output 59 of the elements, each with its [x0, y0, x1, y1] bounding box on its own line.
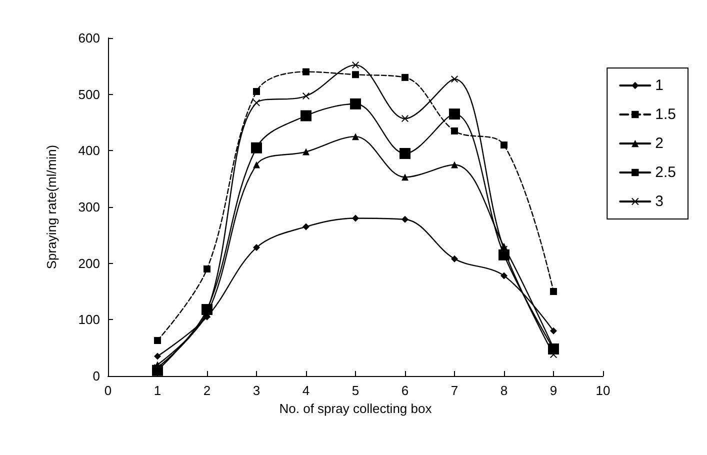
x-tick-label: 5 — [352, 383, 360, 398]
x-tick-label: 9 — [550, 383, 558, 398]
x-axis-title: No. of spray collecting box — [279, 401, 432, 416]
point — [402, 115, 408, 122]
legend-label: 2 — [655, 135, 664, 152]
x-tick-label: 0 — [104, 383, 112, 398]
point — [302, 223, 310, 230]
point — [302, 148, 310, 156]
y-tick-label: 100 — [78, 312, 100, 328]
y-tick-label: 500 — [78, 86, 100, 102]
legend-label: 2.5 — [655, 164, 676, 181]
point — [550, 327, 557, 334]
point — [500, 272, 508, 280]
x-tick-label: 1 — [154, 383, 162, 398]
x-tick-label: 2 — [203, 383, 211, 398]
x-tick-label: 7 — [450, 383, 458, 398]
y-tick-label: 300 — [78, 200, 100, 214]
point — [154, 337, 161, 344]
point — [498, 249, 510, 260]
point — [550, 288, 557, 295]
y-tick-label: 400 — [78, 143, 100, 158]
point — [253, 161, 260, 168]
point — [352, 71, 359, 78]
point — [204, 265, 210, 272]
point — [302, 92, 310, 100]
point — [352, 214, 359, 222]
legend-label: 1.5 — [655, 106, 676, 123]
x-tick-label: 3 — [252, 383, 260, 398]
y-tick-label: 0 — [92, 368, 100, 384]
point — [352, 133, 359, 140]
point — [300, 110, 312, 122]
point — [500, 142, 508, 149]
point — [253, 244, 260, 252]
y-tick-label: 200 — [78, 256, 100, 271]
point — [451, 255, 458, 262]
legend-label: 3 — [655, 193, 664, 210]
point — [402, 74, 408, 81]
point — [451, 127, 458, 134]
point — [449, 108, 460, 120]
point — [202, 304, 212, 316]
point — [350, 98, 361, 110]
x-tick-label: 10 — [596, 383, 610, 398]
point — [451, 161, 458, 168]
point — [402, 216, 408, 223]
point — [402, 174, 408, 181]
x-tick-label: 6 — [401, 383, 409, 398]
point — [352, 62, 359, 69]
x-tick-label: 4 — [302, 383, 310, 398]
point — [400, 148, 410, 159]
point — [154, 352, 161, 360]
y-axis-title: Spraying rate(ml/min) — [44, 144, 59, 270]
point — [253, 88, 260, 96]
point — [302, 68, 310, 76]
legend-label: 1 — [655, 77, 664, 94]
x-tick-label: 8 — [500, 383, 508, 398]
point — [451, 76, 458, 83]
y-tick-label: 600 — [78, 30, 100, 46]
point — [548, 343, 559, 354]
point — [251, 142, 262, 154]
